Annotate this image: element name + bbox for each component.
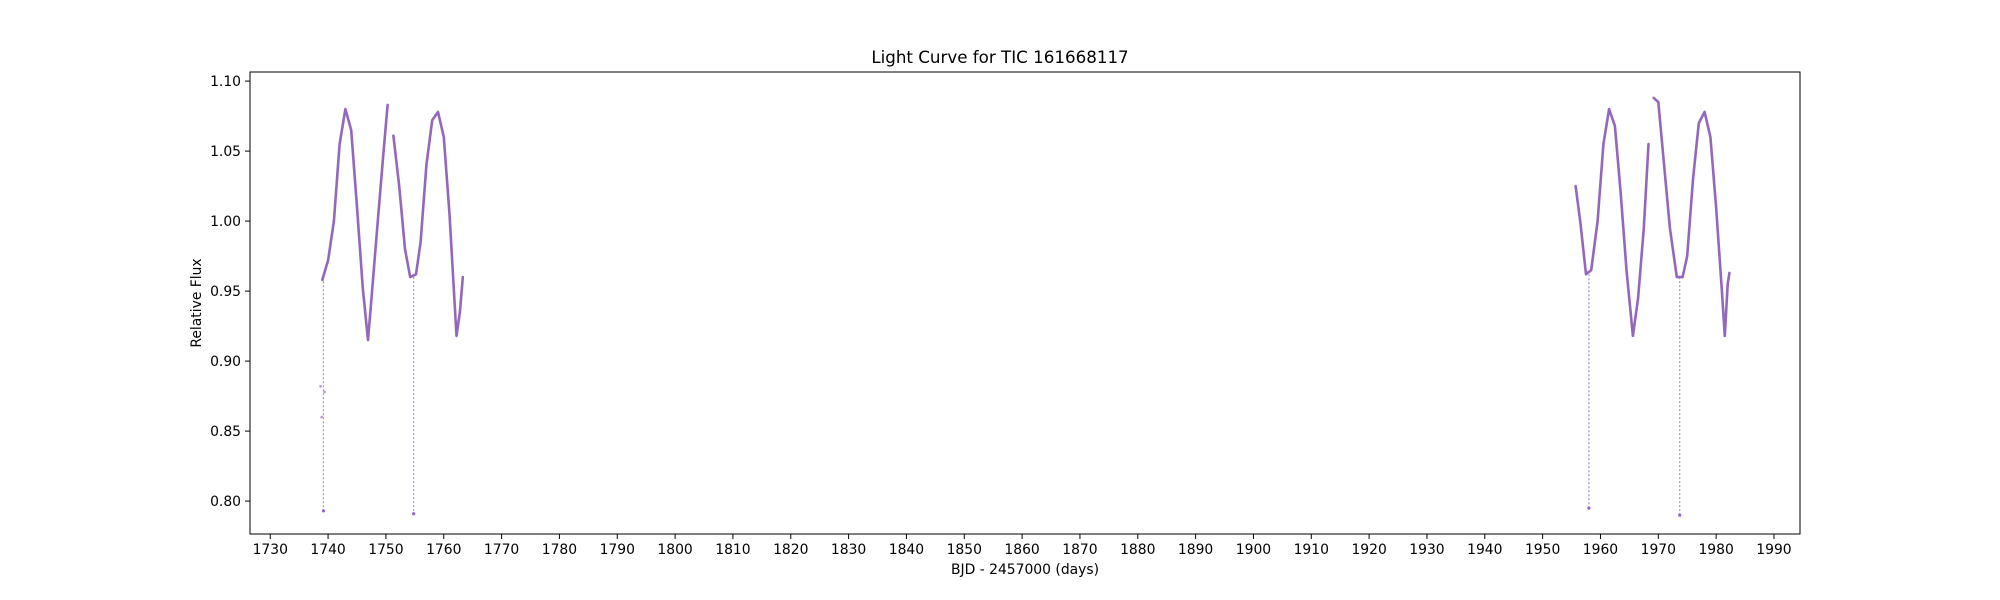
- x-tick-label: 1980: [1698, 542, 1733, 558]
- flux-segment: [1574, 107, 1650, 338]
- x-tick-label: 1940: [1467, 542, 1502, 558]
- flux-point: [323, 390, 326, 394]
- x-tick-label: 1990: [1756, 542, 1791, 558]
- x-tick-label: 1820: [773, 542, 808, 558]
- x-tick-label: 1890: [1178, 542, 1213, 558]
- x-tick-label: 1800: [657, 542, 692, 558]
- x-tick-label: 1770: [484, 542, 519, 558]
- y-tick-label: 1.05: [210, 144, 241, 160]
- x-tick-label: 1930: [1409, 542, 1444, 558]
- plot-frame: [249, 71, 1801, 535]
- x-tick-label: 1920: [1351, 542, 1386, 558]
- flux-point: [320, 415, 324, 419]
- x-tick-label: 1910: [1294, 542, 1329, 558]
- y-tick-label: 0.95: [210, 284, 241, 300]
- flux-segment: [321, 103, 389, 342]
- x-tick-label: 1790: [600, 542, 635, 558]
- x-tick-label: 1870: [1062, 542, 1097, 558]
- y-axis: 0.80 0.85 0.90 0.95 1.00 1.05 1.10: [210, 74, 250, 510]
- y-tick-label: 1.00: [210, 214, 241, 230]
- eclipse-minimum-point: [412, 512, 416, 516]
- x-tick-label: 1850: [947, 542, 982, 558]
- x-tick-label: 1840: [889, 542, 924, 558]
- flux-segment: [392, 110, 465, 338]
- x-tick-label: 1810: [715, 542, 750, 558]
- plot-area: [319, 96, 1731, 517]
- y-tick-label: 0.85: [210, 424, 241, 440]
- x-tick-label: 1960: [1583, 542, 1618, 558]
- x-tick-label: 1830: [831, 542, 866, 558]
- x-tick-label: 1750: [368, 542, 403, 558]
- x-tick-label: 1950: [1525, 542, 1560, 558]
- x-tick-label: 1860: [1004, 542, 1039, 558]
- flux-point: [319, 385, 322, 388]
- y-tick-label: 1.10: [210, 74, 241, 90]
- y-tick-label: 0.80: [210, 494, 241, 510]
- x-tick-label: 1760: [426, 542, 461, 558]
- x-tick-label: 1740: [310, 542, 345, 558]
- eclipse-minimum-point: [321, 509, 326, 513]
- y-tick-label: 0.90: [210, 354, 241, 370]
- x-axis-label: BJD - 2457000 (days): [951, 562, 1099, 578]
- x-tick-label: 1900: [1236, 542, 1271, 558]
- eclipse-minimum-point: [1678, 513, 1682, 517]
- chart-title: Light Curve for TIC 161668117: [871, 47, 1128, 67]
- y-axis-label: Relative Flux: [189, 258, 205, 347]
- x-axis: 1730 1740 1750 1760 1770 1780 1790 1800 1810 1820…: [253, 534, 1792, 558]
- flux-segment: [1652, 96, 1731, 338]
- x-tick-label: 1780: [542, 542, 577, 558]
- x-tick-label: 1880: [1120, 542, 1155, 558]
- eclipse-minimum-point: [1587, 506, 1591, 510]
- x-tick-label: 1970: [1641, 542, 1676, 558]
- x-tick-label: 1730: [253, 542, 288, 558]
